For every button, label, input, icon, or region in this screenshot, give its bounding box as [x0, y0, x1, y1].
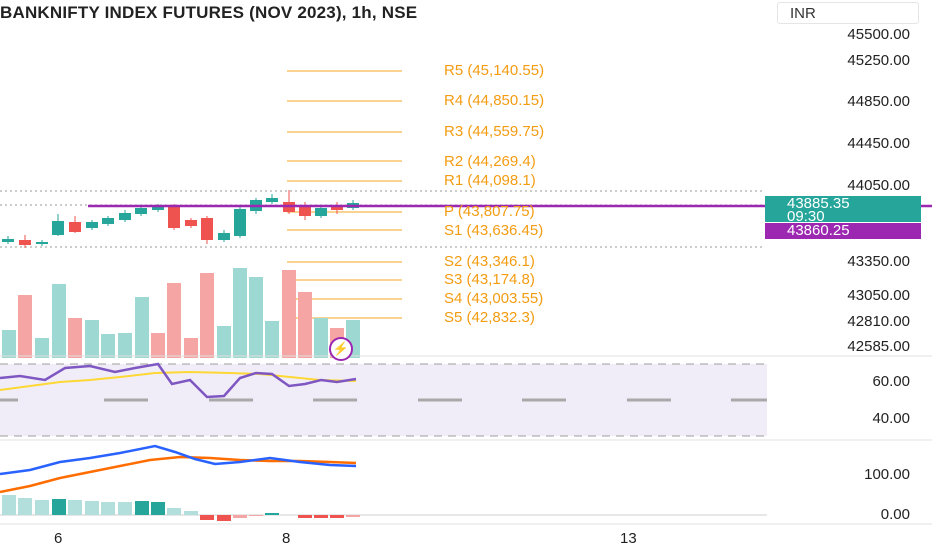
time-axis-label: 8 — [282, 530, 291, 547]
price-axis-label: 45500.00 — [847, 26, 910, 43]
currency-selector[interactable]: INR — [777, 2, 919, 24]
price-axis-label: 44850.00 — [847, 93, 910, 110]
pivot-label-r3: R3 (44,559.75) — [444, 123, 545, 140]
bar-countdown: 09:30 — [787, 208, 825, 225]
macd-axis-label: 100.00 — [864, 466, 910, 483]
price-axis-label: 44050.00 — [847, 177, 910, 194]
pivot-label-s5: S5 (42,832.3) — [444, 309, 535, 326]
rsi-axis-label: 40.00 — [872, 410, 910, 427]
pivot-label-s3: S3 (43,174.8) — [444, 271, 535, 288]
pivot-label-r5: R5 (45,140.55) — [444, 62, 545, 79]
pivot-label-s2: S2 (43,346.1) — [444, 253, 535, 270]
pivot-label-p: P (43,807.75) — [444, 203, 535, 220]
pivot-label-r4: R4 (44,850.15) — [444, 92, 545, 109]
lightning-icon[interactable]: ⚡ — [329, 337, 353, 361]
price-axis-label: 42810.00 — [847, 313, 910, 330]
price-axis-label: 42585.00 — [847, 338, 910, 355]
pivot-label-s1: S1 (43,636.45) — [444, 222, 544, 239]
price-axis-label: 44450.00 — [847, 135, 910, 152]
pivot-label-r1: R1 (44,098.1) — [444, 172, 536, 189]
pivot-label-r2: R2 (44,269.4) — [444, 153, 536, 170]
pivot-label-s4: S4 (43,003.55) — [444, 290, 544, 307]
price-axis-label: 43350.00 — [847, 253, 910, 270]
time-axis-label: 6 — [54, 530, 63, 547]
time-axis-label: 13 — [620, 530, 637, 547]
price-axis-label: 45250.00 — [847, 52, 910, 69]
pivot-price-tag: 43860.25 — [765, 223, 921, 239]
chart-title: BANKNIFTY INDEX FUTURES (NOV 2023), 1h, … — [0, 3, 418, 22]
price-axis-label: 43050.00 — [847, 287, 910, 304]
rsi-axis-label: 60.00 — [872, 373, 910, 390]
last-price-tag: 43885.35 09:30 — [765, 195, 921, 225]
last-price-value: 43885.35 — [787, 195, 850, 212]
macd-axis-label: 0.00 — [880, 506, 910, 523]
